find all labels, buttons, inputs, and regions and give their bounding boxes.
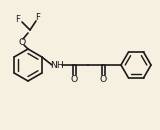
Text: O: O xyxy=(18,37,26,47)
Text: O: O xyxy=(70,74,78,83)
Text: O: O xyxy=(99,74,107,83)
Text: F: F xyxy=(36,12,40,21)
Text: F: F xyxy=(16,15,20,24)
Text: NH: NH xyxy=(50,60,64,70)
